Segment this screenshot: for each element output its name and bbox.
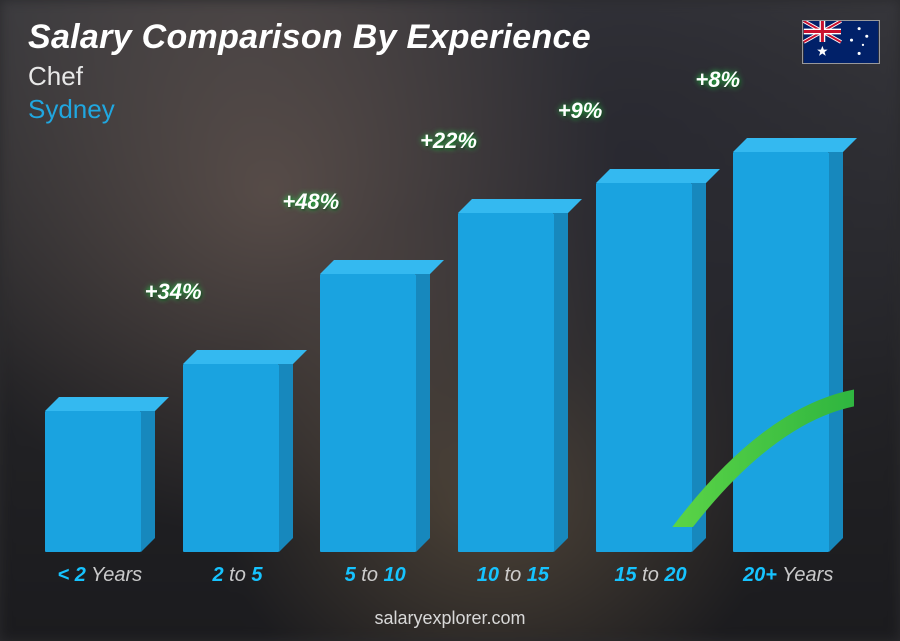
bar-face (320, 274, 416, 552)
bar-category-label: 5 to 10 (345, 564, 406, 587)
bar-column: 86,000 AUD15 to 20 (591, 183, 711, 587)
bar-face (596, 183, 692, 552)
bar-face (45, 411, 141, 552)
bar (320, 274, 430, 552)
bar-top (320, 260, 444, 274)
bar-side (692, 169, 706, 552)
bar-top (183, 350, 307, 364)
chart-title: Salary Comparison By Experience (28, 18, 591, 57)
bar-top (596, 169, 720, 183)
bar-top (45, 397, 169, 411)
bar-column: 93,100 AUD20+ Years (728, 152, 848, 587)
chart-stage: Salary Comparison By Experience Chef Syd… (0, 0, 900, 641)
bar-chart: 32,800 AUD< 2 Years43,800 AUD2 to 564,70… (34, 117, 854, 587)
chart-subtitle-role: Chef (28, 61, 591, 92)
delta-pct-label: +8% (695, 67, 740, 93)
bar-face (183, 364, 279, 552)
bar (45, 411, 155, 552)
bar-column: 78,900 AUD10 to 15 (453, 213, 573, 587)
bar-category-label: 15 to 20 (614, 564, 686, 587)
bar-category-label: < 2 Years (57, 564, 142, 587)
bar-side (141, 397, 155, 552)
bar (596, 183, 706, 552)
bar-face (458, 213, 554, 552)
bar-top (733, 138, 857, 152)
bar (733, 152, 843, 552)
footer-attribution: salaryexplorer.com (0, 608, 900, 629)
bar-side (829, 138, 843, 552)
delta-pct-label: +9% (558, 98, 603, 124)
bar-side (416, 260, 430, 552)
australia-flag-icon (802, 20, 880, 64)
bar-top (458, 199, 582, 213)
bar-category-label: 10 to 15 (477, 564, 549, 587)
title-block: Salary Comparison By Experience Chef Syd… (28, 18, 591, 125)
bar-category-label: 2 to 5 (212, 564, 262, 587)
bar-side (554, 199, 568, 552)
bar-column: 43,800 AUD2 to 5 (178, 364, 298, 587)
bars-container: 32,800 AUD< 2 Years43,800 AUD2 to 564,70… (34, 117, 854, 587)
bar-column: 32,800 AUD< 2 Years (40, 411, 160, 587)
bar (458, 213, 568, 552)
bar (183, 364, 293, 552)
bar-side (279, 350, 293, 552)
bar-face (733, 152, 829, 552)
delta-pct-label: +48% (282, 189, 339, 215)
bar-category-label: 20+ Years (743, 564, 833, 587)
delta-pct-label: +34% (145, 279, 202, 305)
bar-column: 64,700 AUD5 to 10 (315, 274, 435, 587)
delta-pct-label: +22% (420, 128, 477, 154)
